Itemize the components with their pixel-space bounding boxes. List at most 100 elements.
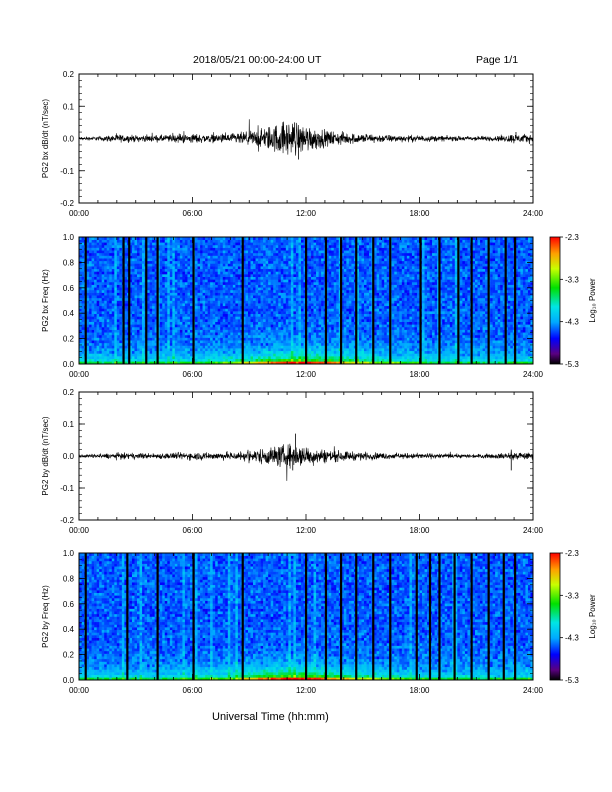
- spectrogram-cell: [220, 308, 224, 312]
- spectrogram-cell: [96, 295, 100, 299]
- spectrogram-cell: [303, 271, 307, 275]
- spectrogram-cell: [235, 361, 239, 365]
- spectrogram-cell: [313, 337, 317, 341]
- spectrogram-cell: [116, 332, 120, 336]
- spectrogram-cell: [326, 329, 329, 333]
- spectrogram-cell: [263, 356, 266, 360]
- spectrogram-cell: [290, 316, 294, 320]
- spectrogram-cell: [303, 305, 307, 309]
- spectrogram-cell: [187, 255, 191, 259]
- spectrogram-cell: [245, 271, 249, 275]
- spectrogram-cell: [149, 353, 153, 357]
- spectrogram-cell: [212, 340, 216, 344]
- spectrogram-cell: [164, 358, 168, 362]
- spectrogram-cell: [94, 271, 97, 275]
- spectrogram-cell: [268, 281, 271, 285]
- spectrogram-cell: [212, 271, 216, 275]
- spectrogram-cell: [258, 255, 261, 259]
- spectrogram-cell: [134, 321, 138, 325]
- spectrogram-cell: [159, 242, 163, 246]
- spectrogram-cell: [247, 353, 251, 357]
- spectrogram-cell: [275, 334, 279, 338]
- spectrogram-cell: [311, 292, 314, 296]
- spectrogram-cell: [116, 266, 120, 270]
- spectrogram-cell: [210, 332, 213, 336]
- spectrogram-cell: [280, 348, 284, 352]
- spectrogram-cell: [169, 326, 173, 330]
- spectrogram-cell: [89, 308, 92, 312]
- spectrogram-cell: [119, 287, 123, 291]
- spectrogram-cell: [134, 319, 138, 322]
- spectrogram-cell: [227, 340, 231, 344]
- spectrogram-cell: [149, 340, 153, 344]
- spectrogram-cell: [172, 295, 176, 299]
- spectrogram-cell: [230, 321, 234, 325]
- spectrogram-cell: [189, 326, 193, 330]
- spectrogram-cell: [263, 239, 266, 243]
- spectrogram-cell: [129, 266, 133, 270]
- spectrogram-cell: [200, 303, 203, 307]
- spectrogram-cell: [205, 279, 208, 283]
- spectrogram-cell: [174, 324, 178, 328]
- spectrogram-cell: [290, 289, 294, 293]
- spectrogram-cell: [86, 255, 90, 259]
- spectrogram-cell: [230, 250, 234, 254]
- spectrogram-cell: [220, 276, 224, 280]
- spectrogram-cell: [205, 311, 208, 315]
- spectrogram-cell: [331, 260, 335, 264]
- spectrogram-cell: [316, 321, 319, 325]
- spectrogram-cell: [109, 334, 113, 338]
- spectrogram-cell: [101, 279, 105, 283]
- spectrogram-cell: [232, 244, 236, 248]
- spectrogram-cell: [187, 300, 191, 304]
- spectrogram-cell: [255, 326, 259, 330]
- spectrogram-cell: [275, 239, 279, 243]
- spectrogram-cell: [169, 295, 173, 299]
- spectrogram-cell: [321, 276, 324, 280]
- spectrogram-cell: [137, 268, 140, 272]
- spectrogram-cell: [162, 289, 166, 293]
- spectrogram-cell: [200, 271, 203, 275]
- spectrogram-cell: [109, 300, 113, 304]
- spectrogram-cell: [220, 266, 224, 270]
- spectrogram-cell: [154, 345, 158, 349]
- spectrogram-cell: [202, 300, 206, 304]
- spectrogram-cell: [86, 247, 90, 251]
- spectrogram-cell: [311, 295, 314, 299]
- spectrogram-cell: [300, 237, 304, 240]
- spectrogram-cell: [116, 268, 120, 272]
- spectrogram-cell: [318, 308, 322, 312]
- spectrogram-cell: [290, 287, 294, 291]
- spectrogram-cell: [182, 252, 186, 256]
- spectrogram-cell: [137, 313, 140, 317]
- spectrogram-cell: [311, 263, 314, 267]
- spectrogram-cell: [290, 268, 294, 272]
- spectrogram-cell: [265, 247, 269, 251]
- spectrogram-cell: [253, 353, 256, 357]
- spectrogram-cell: [232, 340, 236, 344]
- spectrogram-cell: [285, 295, 289, 299]
- spectrogram-cell: [242, 332, 246, 336]
- spectrogram-cell: [225, 295, 229, 299]
- spectrogram-cell: [167, 237, 171, 240]
- spectrogram-cell: [235, 252, 239, 256]
- spectrogram-cell: [316, 287, 319, 291]
- spectrogram-cell: [225, 308, 229, 312]
- spectrogram-cell: [263, 311, 266, 315]
- spectrogram-cell: [326, 239, 329, 243]
- spectrogram-cell: [184, 276, 188, 280]
- spectrogram-cell: [187, 266, 191, 270]
- spectrogram-cell: [86, 252, 90, 256]
- spectrogram-cell: [205, 342, 208, 346]
- spectrogram-cell: [152, 332, 155, 336]
- spectrogram-cell: [265, 329, 269, 333]
- spectrogram-cell: [316, 276, 319, 280]
- spectrogram-cell: [134, 258, 138, 262]
- spectrogram-cell: [197, 276, 201, 280]
- spectrogram-cell: [263, 281, 266, 285]
- spectrogram-cell: [207, 266, 211, 270]
- spectrogram-cell: [154, 281, 158, 285]
- spectrogram-cell: [174, 244, 178, 248]
- spectrogram-cell: [303, 348, 307, 352]
- spectrogram-cell: [99, 358, 102, 362]
